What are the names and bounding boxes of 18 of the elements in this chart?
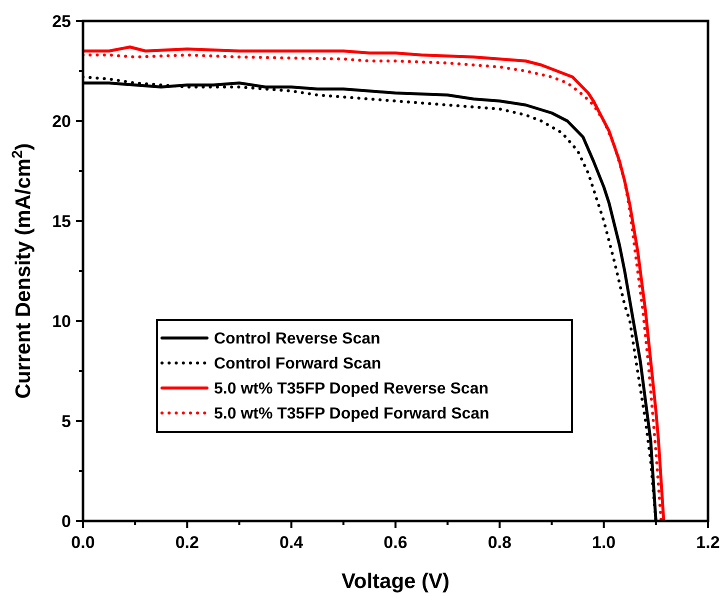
y-tick-label: 10 <box>52 312 71 331</box>
y-tick-label: 25 <box>52 12 71 31</box>
x-axis-title: Voltage (V) <box>341 570 450 593</box>
y-tick-label: 15 <box>52 212 71 231</box>
legend-label: 5.0 wt% T35FP Doped Forward Scan <box>214 406 490 423</box>
x-tick-label: 0.8 <box>488 533 512 552</box>
x-tick-label: 1.0 <box>592 533 616 552</box>
y-tick-label: 20 <box>52 112 71 131</box>
legend-label: Control Forward Scan <box>214 356 382 373</box>
y-tick-label: 5 <box>62 412 71 431</box>
legend-label: 5.0 wt% T35FP Doped Reverse Scan <box>214 380 488 398</box>
x-tick-label: 0.4 <box>280 533 304 552</box>
x-tick-label: 0.0 <box>71 533 95 552</box>
x-tick-label: 0.2 <box>175 533 199 552</box>
y-tick-label: 0 <box>62 512 71 531</box>
x-tick-label: 0.6 <box>384 533 408 552</box>
x-tick-label: 1.2 <box>696 533 720 552</box>
legend-label: Control Reverse Scan <box>214 330 380 348</box>
